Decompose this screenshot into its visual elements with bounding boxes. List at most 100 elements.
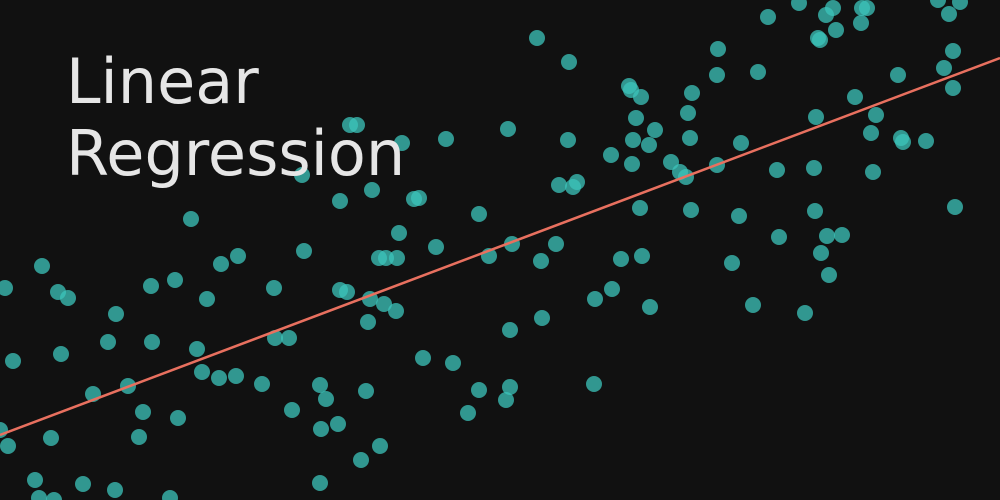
point xyxy=(771,229,787,245)
point xyxy=(930,0,946,8)
point xyxy=(332,193,348,209)
point xyxy=(859,0,875,16)
point xyxy=(834,227,850,243)
point xyxy=(813,245,829,261)
point xyxy=(312,475,328,491)
point xyxy=(213,256,229,272)
point xyxy=(529,30,545,46)
point xyxy=(624,156,640,172)
point xyxy=(760,9,776,25)
point xyxy=(460,405,476,421)
point xyxy=(825,0,841,16)
point xyxy=(868,107,884,123)
point xyxy=(587,291,603,307)
point xyxy=(797,305,813,321)
point xyxy=(847,89,863,105)
point xyxy=(791,0,807,11)
point xyxy=(189,341,205,357)
point xyxy=(680,105,696,121)
point xyxy=(569,174,585,190)
point xyxy=(194,364,210,380)
point xyxy=(34,258,50,274)
point xyxy=(364,182,380,198)
point xyxy=(806,160,822,176)
point xyxy=(819,228,835,244)
point xyxy=(641,137,657,153)
point xyxy=(683,202,699,218)
point xyxy=(560,132,576,148)
point xyxy=(211,370,227,386)
point xyxy=(947,199,963,215)
point xyxy=(647,122,663,138)
point xyxy=(586,376,602,392)
point xyxy=(502,379,518,395)
point xyxy=(313,421,329,437)
point xyxy=(100,334,116,350)
point xyxy=(135,404,151,420)
point xyxy=(471,382,487,398)
point xyxy=(318,391,334,407)
point xyxy=(445,355,461,371)
point xyxy=(628,110,644,126)
point xyxy=(828,22,844,38)
point xyxy=(332,282,348,298)
point xyxy=(281,330,297,346)
point xyxy=(389,250,405,266)
point xyxy=(349,117,365,133)
point xyxy=(633,89,649,105)
point xyxy=(500,121,516,137)
point xyxy=(853,15,869,31)
point xyxy=(863,125,879,141)
point xyxy=(724,255,740,271)
point xyxy=(360,314,376,330)
point xyxy=(131,429,147,445)
point xyxy=(53,346,69,362)
point xyxy=(107,482,123,498)
point xyxy=(945,80,961,96)
point xyxy=(895,134,911,150)
point xyxy=(75,476,91,492)
point xyxy=(353,452,369,468)
point xyxy=(710,41,726,57)
point xyxy=(312,377,328,393)
point xyxy=(144,334,160,350)
point xyxy=(394,135,410,151)
point xyxy=(411,190,427,206)
point xyxy=(745,297,761,313)
point xyxy=(865,164,881,180)
point xyxy=(936,60,952,76)
point xyxy=(731,208,747,224)
point xyxy=(0,280,13,296)
point xyxy=(808,109,824,125)
point xyxy=(371,250,387,266)
point xyxy=(46,492,62,500)
point xyxy=(199,291,215,307)
point xyxy=(625,132,641,148)
point xyxy=(0,438,16,454)
point xyxy=(750,64,766,80)
point xyxy=(438,131,454,147)
point xyxy=(254,376,270,392)
point xyxy=(296,243,312,259)
point xyxy=(941,6,957,22)
point xyxy=(533,253,549,269)
point xyxy=(642,299,658,315)
point xyxy=(415,350,431,366)
point xyxy=(330,416,346,432)
point xyxy=(890,67,906,83)
point xyxy=(551,177,567,193)
point xyxy=(603,147,619,163)
point xyxy=(684,85,700,101)
point xyxy=(183,211,199,227)
point xyxy=(634,248,650,264)
regression-line xyxy=(0,56,1000,437)
point xyxy=(807,203,823,219)
point xyxy=(143,278,159,294)
point xyxy=(733,135,749,151)
point xyxy=(284,402,300,418)
point xyxy=(812,32,828,48)
point xyxy=(358,383,374,399)
point xyxy=(228,368,244,384)
